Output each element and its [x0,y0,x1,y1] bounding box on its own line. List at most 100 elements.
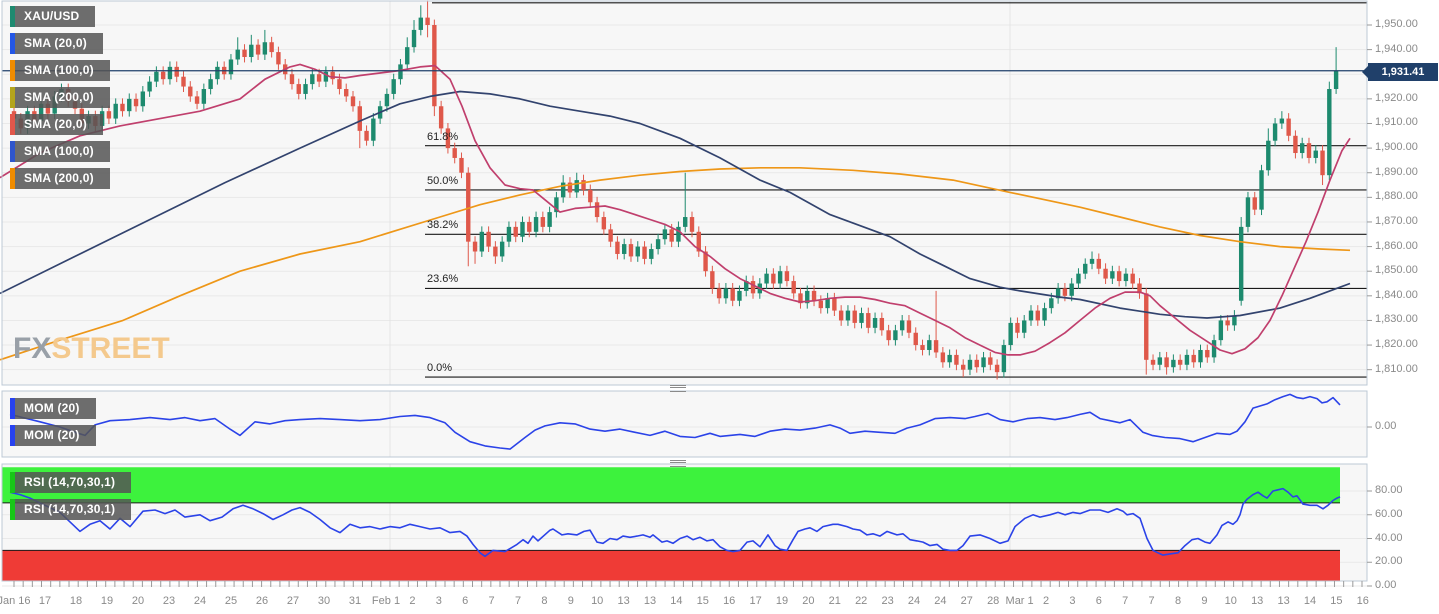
x-tick-label: 15 [696,595,709,607]
main-indicator-legend: XAU/USD SMA (20,0) SMA (100,0) SMA (200,0) S… [10,6,110,195]
rsi-tick: 20.00 [1375,555,1403,568]
price-tick: 1,900.00 [1375,141,1418,154]
x-tick-label: 20 [131,595,145,607]
legend-color-bar [10,168,15,189]
fib-label-38.2: 38.2% [427,219,459,232]
x-tick-label: 10 [591,595,604,607]
x-tick-label: 13 [1251,595,1264,607]
rsi-tick: 60.00 [1375,507,1403,520]
price-tick: 1,870.00 [1375,214,1418,227]
legend-color-bar [10,114,15,135]
last-price-badge: 1,931.41 [1362,63,1438,81]
x-tick-label: 6 [462,595,469,607]
x-tick-label: 10 [1224,595,1237,607]
x-tick-label: 14 [670,595,683,607]
main-indicator-5[interactable]: SMA (100,0) [10,141,110,162]
x-tick-label: 6 [1095,595,1102,607]
fib-label-0: 0.0% [427,362,453,375]
x-tick-label: 20 [802,595,815,607]
main-indicator-3[interactable]: SMA (200,0) [10,87,110,108]
fxstreet-watermark: FXSTREET [13,334,170,364]
panel-resize-grip-mom[interactable] [670,385,686,392]
x-tick-label: 15 [1330,595,1343,607]
x-tick-label: 7 [1122,595,1129,607]
legend-label: SMA (20,0) [15,33,103,54]
x-tick-label: 9 [1201,595,1208,607]
x-tick-label: 23 [162,595,176,607]
x-tick-label: 14 [1303,595,1317,607]
price-tick: 1,910.00 [1375,116,1418,129]
price-tick: 1,860.00 [1375,239,1418,252]
x-tick-label: 23 [881,595,894,607]
price-tick: 1,890.00 [1375,165,1418,178]
price-tick: 1,940.00 [1375,42,1418,55]
x-tick-label: 31 [348,595,362,607]
rsi-indicator-legend: RSI (14,70,30,1) RSI (14,70,30,1) [10,472,132,526]
x-tick-label: 16 [723,595,736,607]
mom-indicator-0[interactable]: MOM (20) [10,398,96,419]
x-tick-label: 17 [38,595,52,607]
x-tick-label: 17 [749,595,762,607]
price-tick: 1,830.00 [1375,313,1418,326]
x-tick-label: Feb 1 [371,595,401,607]
main-indicator-6[interactable]: SMA (200,0) [10,168,110,189]
panel-resize-grip-rsi[interactable] [670,460,686,467]
rsi-tick: 80.00 [1375,484,1403,496]
rsi-tick: 0.00 [1375,579,1397,591]
main-indicator-2[interactable]: SMA (100,0) [10,60,110,81]
legend-color-bar [10,87,15,108]
main-indicator-1[interactable]: SMA (20,0) [10,33,110,54]
rsi-indicator-0[interactable]: RSI (14,70,30,1) [10,472,132,493]
legend-label: MOM (20) [15,425,96,446]
price-tick: 1,880.00 [1375,190,1418,203]
legend-color-bar [10,33,15,54]
fib-label-61.8: 61.8% [427,130,459,143]
fib-label-23.6: 23.6% [427,273,459,286]
x-tick-label: 26 [255,595,269,607]
price-tick: 1,950.00 [1375,18,1418,30]
x-tick-label: 24 [193,595,207,607]
rsi-indicator-1[interactable]: RSI (14,70,30,1) [10,499,132,520]
price-tick: 1,810.00 [1375,362,1418,375]
x-tick-label: 30 [317,595,331,607]
price-tick: 1,850.00 [1375,264,1418,277]
x-tick-label: Jan 16 [0,595,31,607]
x-tick-label: 13 [1277,595,1290,607]
legend-color-bar [10,60,15,81]
x-tick-label: Mar 1 [1005,595,1034,607]
x-tick-label: 3 [1069,595,1076,607]
x-tick-label: 24 [907,595,921,607]
legend-color-bar [10,398,15,419]
x-tick-label: 27 [286,595,300,607]
legend-color-bar [10,499,15,520]
main-indicator-0[interactable]: XAU/USD [10,6,110,27]
legend-color-bar [10,141,15,162]
legend-label: RSI (14,70,30,1) [15,472,132,493]
x-tick-label: 24 [934,595,947,607]
rsi-tick: 40.00 [1375,531,1403,544]
price-tick: 1,920.00 [1375,91,1418,104]
legend-label: SMA (200,0) [15,87,110,108]
legend-label: RSI (14,70,30,1) [15,499,132,520]
price-tick: 1,840.00 [1375,288,1418,301]
x-tick-label: 9 [567,595,574,607]
x-tick-label: 13 [643,595,657,607]
x-tick-label: 19 [775,595,789,607]
x-tick-label: 22 [855,595,868,607]
x-tick-label: 21 [828,595,841,607]
x-tick-label: 7 [514,595,522,607]
mom-indicator-1[interactable]: MOM (20) [10,425,96,446]
x-tick-label: 25 [224,595,238,607]
legend-label: SMA (100,0) [15,141,110,162]
x-tick-label: 2 [1042,595,1050,607]
x-tick-label: 13 [617,595,630,607]
main-indicator-4[interactable]: SMA (20,0) [10,114,110,135]
fib-label-50: 50.0% [427,174,459,187]
legend-label: SMA (100,0) [15,60,110,81]
x-tick-label: 16 [1356,595,1369,607]
legend-label: XAU/USD [15,6,96,27]
x-tick-label: 8 [1174,595,1182,607]
x-tick-label: 27 [960,595,973,607]
